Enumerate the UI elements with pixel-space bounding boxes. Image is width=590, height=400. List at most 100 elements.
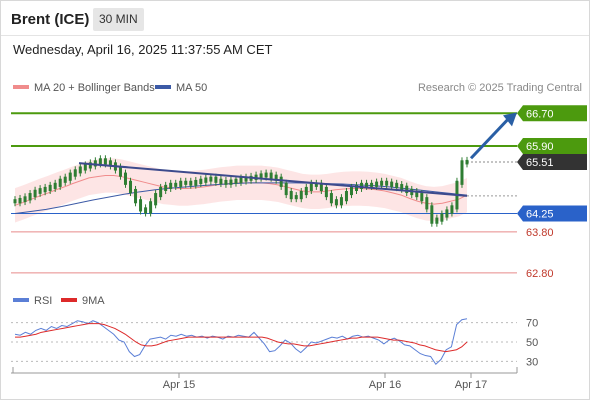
candle-body [174, 182, 178, 187]
candle-body [149, 201, 153, 214]
candle-body [68, 172, 72, 181]
target-arrow-shaft [469, 117, 511, 160]
candle-body [139, 199, 143, 212]
candle-body [78, 166, 82, 174]
ma20-legend-label: MA 20 + Bollinger Bands [34, 82, 155, 94]
candle-body [244, 176, 248, 182]
candle-body [118, 166, 122, 177]
candle-body [164, 184, 168, 191]
candle-body [189, 180, 193, 186]
candle-body [355, 184, 359, 191]
candle-body [204, 177, 208, 183]
candle-body [344, 191, 348, 202]
candle-body [349, 186, 353, 196]
bollinger-band [15, 158, 467, 223]
candle-body [103, 158, 107, 165]
candle-body [289, 191, 293, 200]
candle-body [314, 182, 318, 187]
candle-body [334, 199, 338, 206]
candle-body [264, 172, 268, 178]
candle-body [18, 197, 22, 204]
level-tag-66-70 [517, 105, 587, 122]
candle-body [224, 179, 228, 185]
candle-body [33, 189, 37, 198]
candle-body [450, 205, 454, 214]
level-label-63-80: 63.80 [526, 227, 554, 239]
candle-body [53, 182, 57, 189]
rsi-line [14, 318, 468, 365]
candle-body [58, 178, 62, 187]
candle-body [154, 193, 158, 206]
candle-body [214, 176, 218, 183]
timeframe-badge[interactable]: 30 MIN [93, 8, 144, 31]
candle-body [134, 188, 138, 204]
candle-body [360, 182, 364, 189]
candle-body [309, 182, 313, 191]
candle-body [395, 182, 399, 189]
candle-body [159, 186, 163, 198]
candle-body [319, 182, 323, 191]
level-label-65-51: 65.51 [526, 157, 554, 169]
candle-body [390, 181, 394, 187]
candle-body [430, 205, 434, 224]
candle-body [274, 174, 278, 181]
candle-body [184, 180, 188, 185]
candle-body [380, 180, 384, 186]
candle-body [460, 160, 464, 185]
candle-body [435, 217, 439, 224]
level-label-66-70: 66.70 [526, 108, 554, 120]
rsi-legend-swatch [13, 298, 29, 302]
candle-body [93, 160, 97, 167]
candle-body [370, 182, 374, 187]
candle-body [339, 197, 343, 206]
time-tick-label: Apr 15 [163, 379, 195, 391]
candle-body [209, 176, 213, 182]
candle-body [229, 179, 233, 185]
candle-body [13, 199, 17, 204]
candle-body [234, 178, 238, 184]
level-label-62-80: 62.80 [526, 268, 554, 280]
candle-body [465, 159, 469, 165]
candle-body [425, 197, 429, 210]
candle-body [385, 180, 389, 186]
ma20-legend-swatch [13, 85, 29, 89]
target-arrow-head [503, 112, 517, 127]
candle-body [445, 209, 449, 218]
level-tag-65-51 [517, 153, 587, 170]
time-tick-label: Apr 16 [369, 379, 401, 391]
candle-body [294, 195, 298, 200]
rsi-tick-30: 30 [526, 356, 538, 368]
candle-body [43, 186, 47, 193]
price-plot-area: 66.70 65.90 65.51 64.25 63.80 62.80 [11, 105, 587, 280]
candle-body [38, 188, 42, 194]
rsi-tick-70: 70 [526, 318, 538, 330]
candle-body [405, 185, 409, 194]
candle-body [199, 178, 203, 185]
rsi-ma-line [15, 323, 468, 353]
candle-body [83, 164, 87, 171]
candle-body [169, 182, 173, 189]
downtrend-line [78, 162, 468, 197]
candle-body [194, 179, 198, 186]
candle-body [324, 186, 328, 198]
instrument-title: Brent (ICE) [11, 11, 90, 28]
chart-datetime: Wednesday, April 16, 2025 11:37:55 AM CE… [13, 42, 273, 57]
candle-body [365, 182, 369, 187]
candle-body [420, 193, 424, 202]
candle-body [239, 177, 243, 183]
candle-body [108, 160, 112, 167]
candle-body [415, 191, 419, 198]
rsi-plot-area: 70 50 30 [11, 318, 538, 368]
level-tag-64-25 [517, 205, 587, 222]
header-divider [1, 35, 589, 36]
candle-body [269, 172, 273, 179]
time-tick-label: Apr 17 [455, 379, 487, 391]
ma50-legend-label: MA 50 [176, 82, 207, 94]
level-label-64-25: 64.25 [526, 209, 554, 221]
rsi-tick-50: 50 [526, 337, 538, 349]
level-label-65-90: 65.90 [526, 141, 554, 153]
candle-body [98, 158, 102, 165]
level-tag-65-90 [517, 138, 587, 154]
